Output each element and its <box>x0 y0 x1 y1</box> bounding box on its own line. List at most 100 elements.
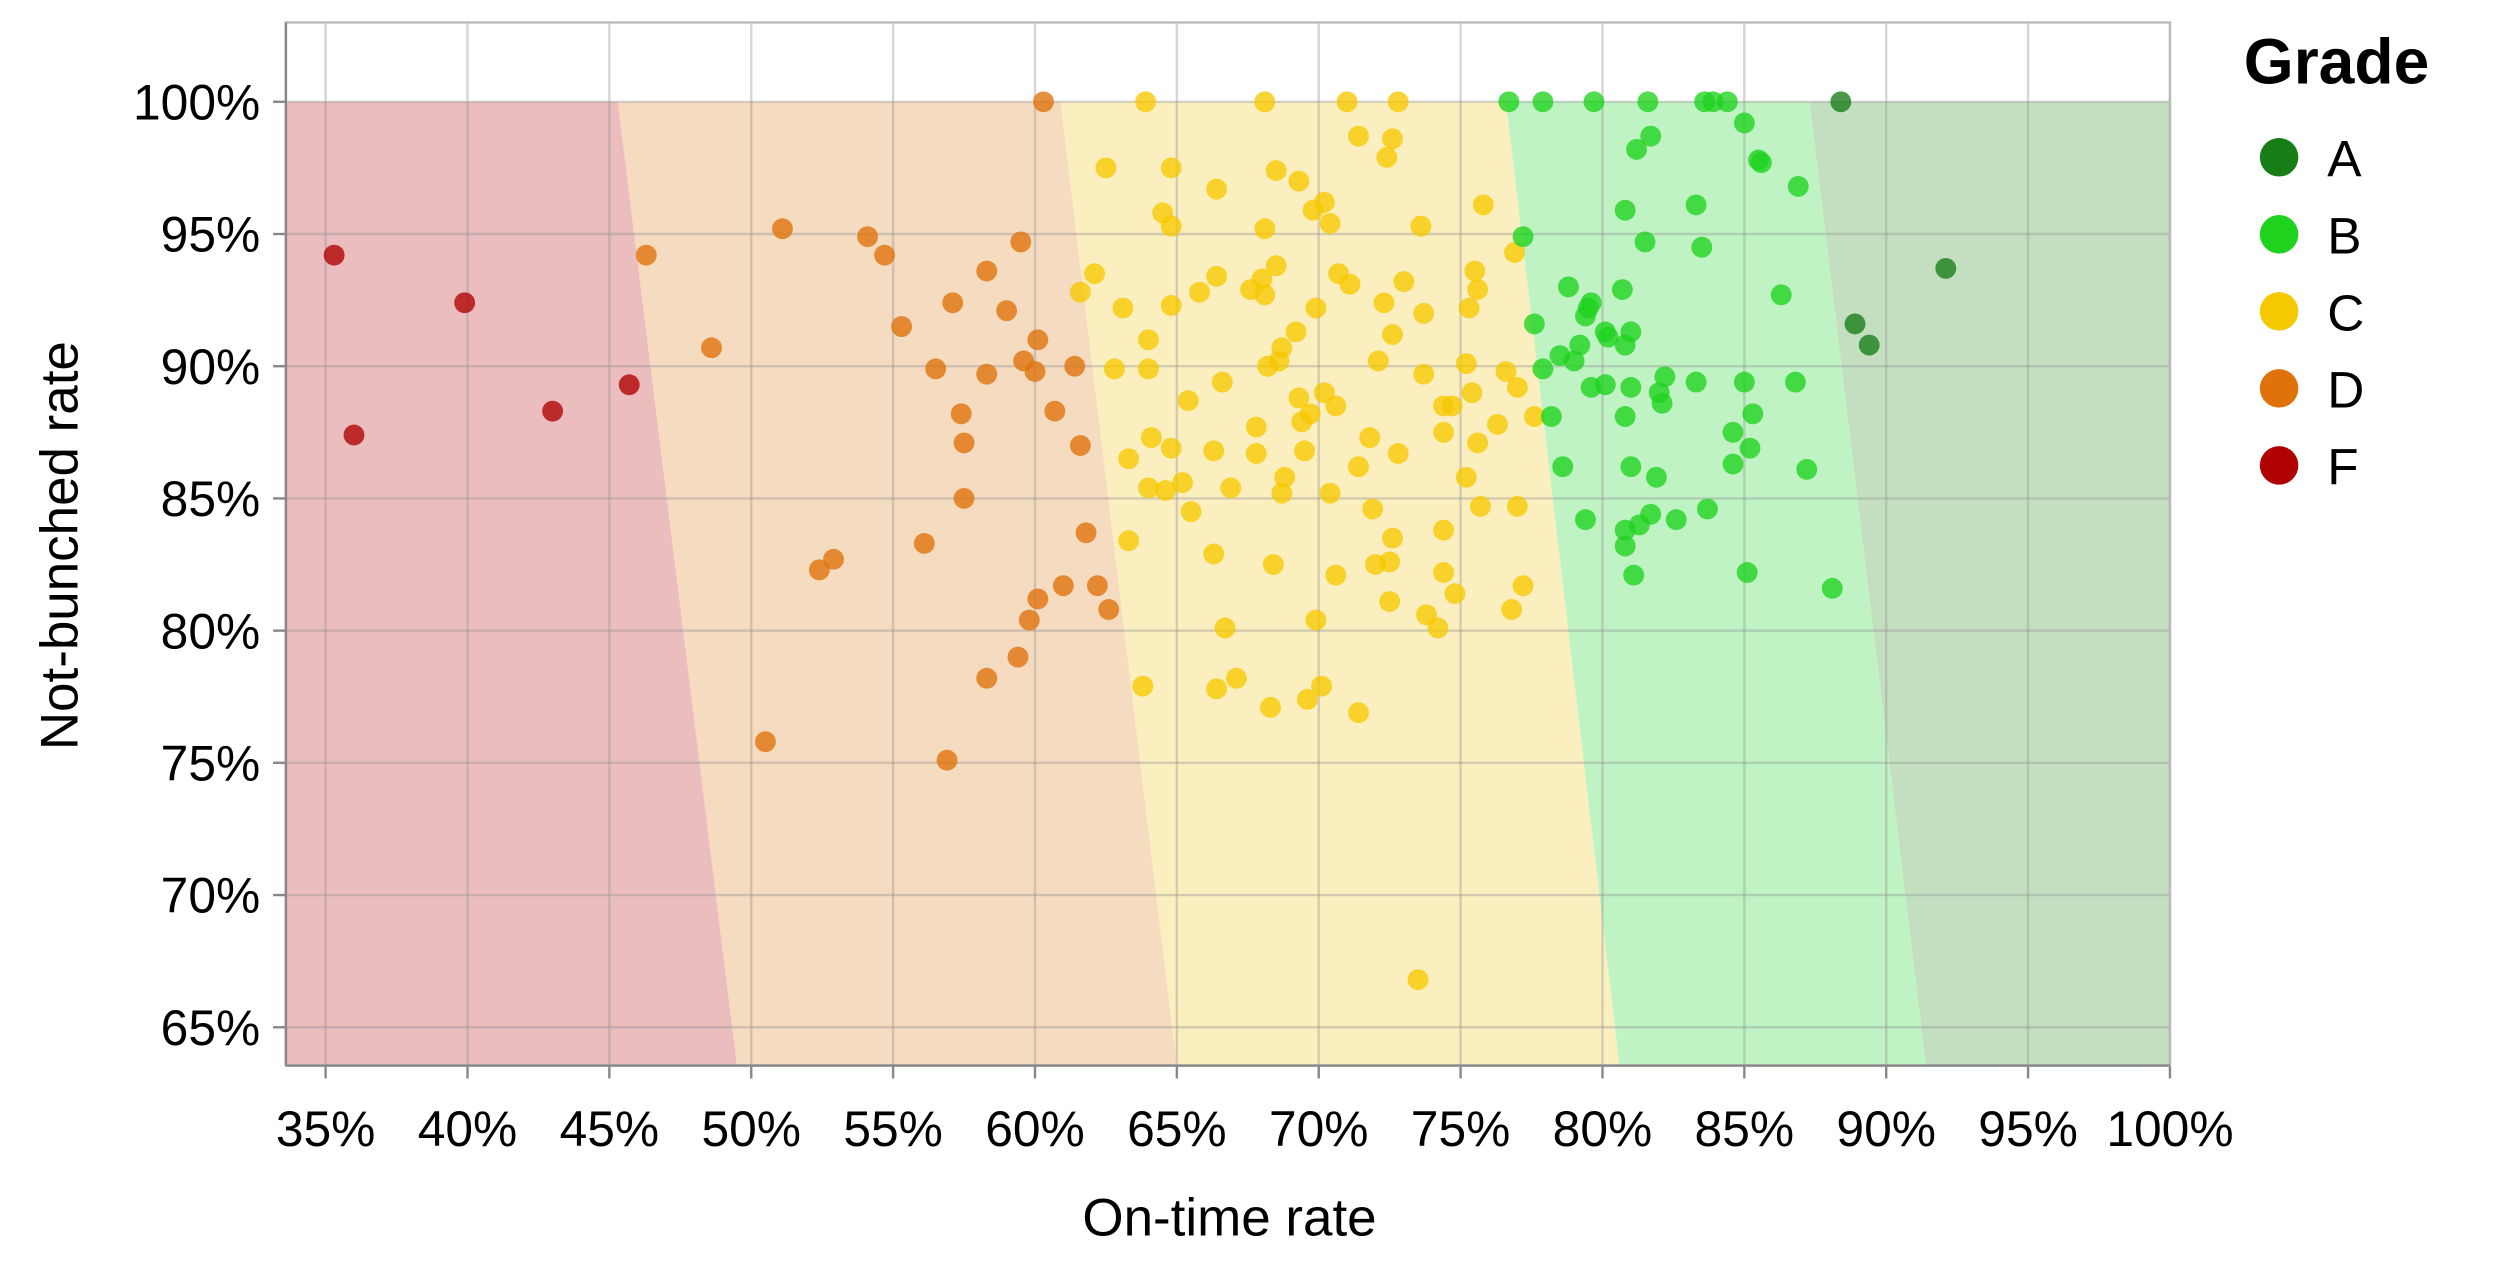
data-point-C <box>1305 297 1327 319</box>
y-tick-label: 80% <box>161 603 261 659</box>
data-point-C <box>1245 443 1267 464</box>
y-tick-label: 70% <box>161 868 261 924</box>
y-tick-label: 65% <box>161 1000 261 1056</box>
data-point-C <box>1413 363 1435 385</box>
data-point-C <box>1172 472 1193 493</box>
data-point-D <box>874 244 896 266</box>
data-point-B <box>1611 279 1633 300</box>
data-point-B <box>1640 125 1662 147</box>
data-point-B <box>1796 458 1818 480</box>
legend-marker-B <box>2259 215 2299 254</box>
data-point-B <box>1626 138 1647 160</box>
data-point-B <box>1645 466 1667 488</box>
data-point-C <box>1138 329 1159 351</box>
data-point-B <box>1523 313 1545 335</box>
data-point-B <box>1722 453 1744 475</box>
data-point-C <box>1138 477 1159 499</box>
x-tick-label: 35% <box>276 1101 376 1157</box>
data-point-C <box>1160 437 1182 459</box>
data-point-C <box>1348 125 1369 147</box>
data-point-C <box>1203 543 1225 565</box>
data-point-D <box>1018 609 1040 631</box>
data-point-B <box>1733 112 1755 134</box>
data-point-C <box>1523 406 1545 427</box>
data-point-C <box>1339 273 1361 295</box>
data-point-C <box>1433 562 1455 583</box>
data-point-C <box>1180 501 1202 523</box>
data-point-C <box>1467 279 1489 300</box>
x-tick-label: 40% <box>418 1101 518 1157</box>
data-point-C <box>1495 361 1517 382</box>
data-point-C <box>1444 583 1466 605</box>
data-point-C <box>1220 477 1242 499</box>
data-point-B <box>1614 535 1636 557</box>
data-point-C <box>1467 432 1489 454</box>
data-point-B <box>1614 406 1636 427</box>
data-point-C <box>1441 395 1463 417</box>
data-point-C <box>1095 157 1117 179</box>
data-point-D <box>1027 329 1049 351</box>
data-point-C <box>1203 440 1225 462</box>
data-point-C <box>1189 281 1210 303</box>
data-point-B <box>1722 421 1744 443</box>
data-point-C <box>1319 482 1341 504</box>
data-point-D <box>996 300 1018 322</box>
data-point-C <box>1393 271 1415 293</box>
data-point-C <box>1226 667 1247 689</box>
data-point-C <box>1379 551 1401 573</box>
x-tick-label: 70% <box>1269 1101 1369 1157</box>
x-tick-label: 85% <box>1695 1101 1795 1157</box>
data-point-C <box>1319 212 1341 234</box>
data-point-C <box>1455 353 1477 375</box>
data-point-B <box>1532 358 1554 380</box>
data-point-C <box>1410 215 1432 237</box>
data-point-B <box>1685 371 1707 393</box>
data-point-B <box>1594 374 1616 396</box>
x-tick-label: 95% <box>1978 1101 2078 1157</box>
data-point-C <box>1487 413 1508 435</box>
data-point-F <box>454 292 476 314</box>
x-tick-label: 55% <box>843 1101 943 1157</box>
data-point-D <box>1064 355 1086 377</box>
data-point-B <box>1557 276 1579 298</box>
data-point-B <box>1569 334 1591 356</box>
data-point-C <box>1296 688 1318 710</box>
data-point-C <box>1313 191 1335 213</box>
data-point-C <box>1160 215 1182 237</box>
data-point-B <box>1697 498 1718 520</box>
data-point-D <box>1075 522 1097 544</box>
data-point-C <box>1470 495 1491 517</box>
data-point-C <box>1206 265 1228 287</box>
data-point-C <box>1160 157 1182 179</box>
legend-title: Grade <box>2244 25 2430 97</box>
data-point-D <box>772 218 793 240</box>
data-point-B <box>1575 509 1596 531</box>
data-point-C <box>1506 495 1528 517</box>
data-point-C <box>1362 498 1384 520</box>
data-point-C <box>1311 675 1332 697</box>
data-point-C <box>1254 91 1276 113</box>
data-point-B <box>1736 562 1758 583</box>
legend-marker-F <box>2259 446 2299 485</box>
data-point-D <box>1027 588 1049 610</box>
data-point-B <box>1552 456 1574 478</box>
data-point-C <box>1206 178 1228 200</box>
data-point-C <box>1504 242 1525 263</box>
data-point-C <box>1348 702 1369 724</box>
data-point-B <box>1770 284 1792 306</box>
legend-label-A: A <box>2327 131 2362 188</box>
data-point-B <box>1685 194 1707 216</box>
data-point-C <box>1251 268 1273 290</box>
data-point-C <box>1501 599 1523 620</box>
region-A <box>1809 101 2170 1066</box>
axes: 35% 40% 45% 50% 55% 60% 65% 70% 75% 80% 85% 90% 95% 1… <box>133 21 2234 1157</box>
data-point-C <box>1254 218 1276 240</box>
data-point-C <box>1359 427 1381 449</box>
data-point-C <box>1084 263 1105 285</box>
data-point-D <box>1044 400 1066 422</box>
x-tick-label: 80% <box>1553 1101 1653 1157</box>
data-point-C <box>1413 302 1435 324</box>
data-point-C <box>1265 160 1287 181</box>
data-point-C <box>1376 146 1398 168</box>
